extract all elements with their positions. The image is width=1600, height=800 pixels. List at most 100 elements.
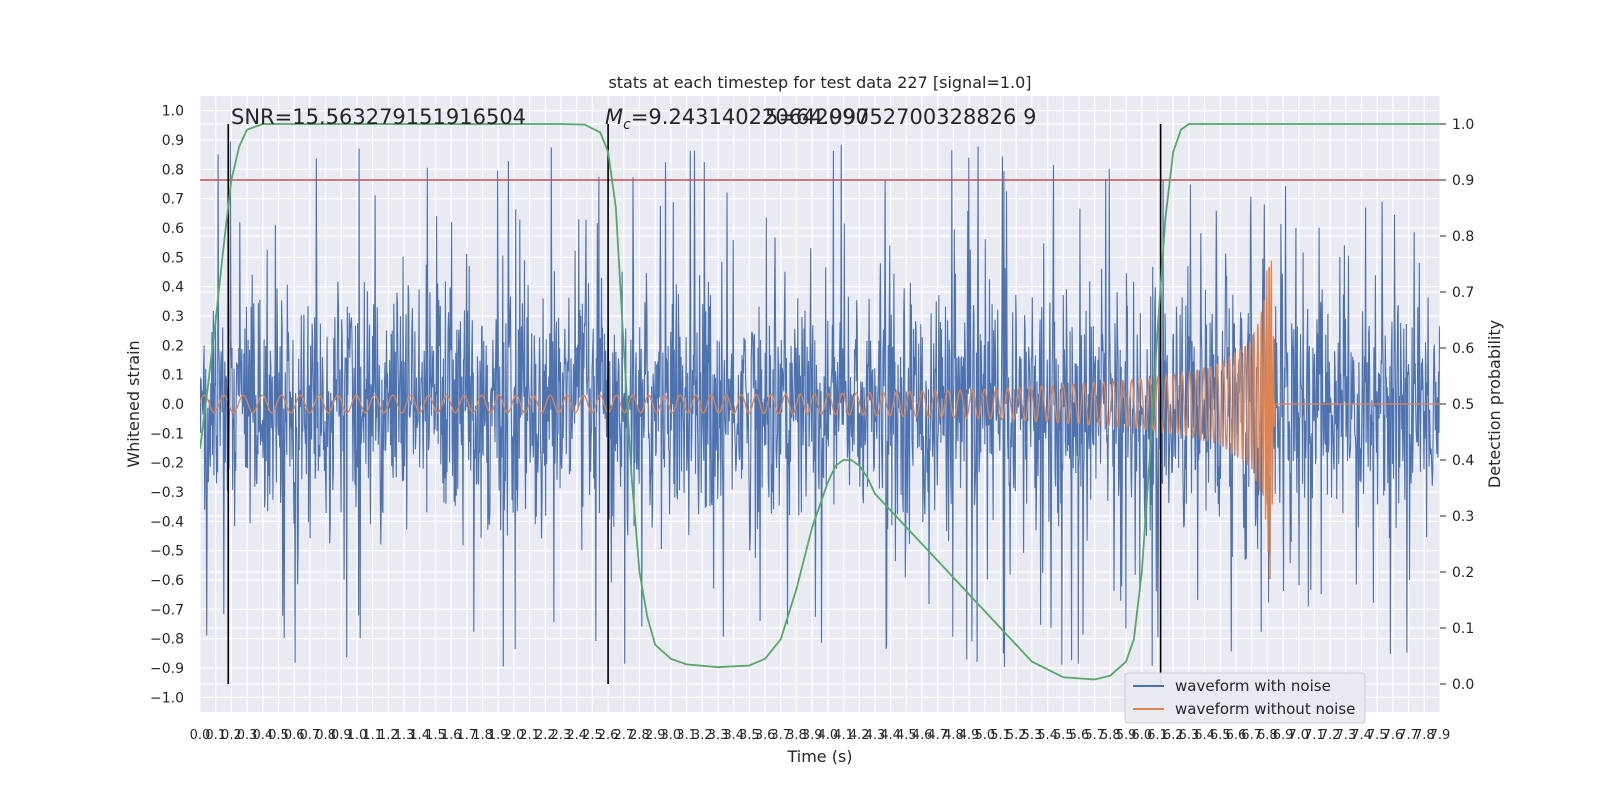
x-tick-label: 5.1 [990, 728, 1011, 743]
x-tick-label: 3.7 [770, 728, 791, 743]
x-tick-label: 4.5 [896, 728, 917, 743]
y-axis-right: 1.0 0.9 0.8 0.7 0.6 0.5 0.4 0.3 0.2 0.1 0.0 [1440, 117, 1474, 693]
y-tick-left-label: 0.2 [162, 338, 184, 354]
y-tick-left-label: −0.5 [150, 544, 184, 560]
y-tick-right-label: 0.2 [1452, 565, 1474, 581]
series-waveform-with-noise [200, 141, 1440, 668]
chirp-mass-annotation: Mc=9.243140220642090 [605, 105, 869, 133]
y-tick-left-label: 0.3 [162, 309, 184, 325]
x-tick-label: 4.6 [912, 728, 933, 743]
x-tick-label: 7.4 [1351, 728, 1372, 743]
x-tick-label: 4.1 [833, 728, 854, 743]
x-tick-label: 5.9 [1116, 728, 1137, 743]
x-tick-label: 0.0 [190, 728, 211, 743]
x-tick-label: 2.6 [598, 728, 619, 743]
x-tick-label: 0.4 [252, 728, 273, 743]
chirp-mass-value: =9.243140220642090 [631, 105, 869, 129]
y-tick-left-label: 1.0 [162, 104, 184, 120]
x-tick-label: 4.7 [927, 728, 948, 743]
x-tick-label: 7.5 [1367, 728, 1388, 743]
x-tick-label: 1.2 [378, 728, 399, 743]
x-tick-label: 5.3 [1022, 728, 1043, 743]
y-tick-left-label: −0.6 [150, 573, 184, 589]
x-tick-label: 6.6 [1226, 728, 1247, 743]
y-tick-right-label: 0.0 [1452, 677, 1474, 693]
x-tick-label: 2.1 [519, 728, 540, 743]
y-tick-right-label: 0.1 [1452, 621, 1474, 637]
x-tick-label: 1.6 [441, 728, 462, 743]
y-tick-right-label: 0.7 [1452, 285, 1474, 301]
y-tick-left-label: 0.9 [162, 133, 184, 149]
x-tick-label: 0.5 [268, 728, 289, 743]
y-tick-left-label: 0.6 [162, 221, 184, 237]
x-tick-label: 4.8 [943, 728, 964, 743]
x-tick-label: 3.1 [676, 728, 697, 743]
legend: waveform with noise waveform without noi… [1124, 672, 1366, 724]
x-tick-label: 6.0 [1131, 728, 1152, 743]
x-tick-label: 7.7 [1398, 728, 1419, 743]
x-tick-label: 3.8 [786, 728, 807, 743]
x-tick-label: 2.0 [504, 728, 525, 743]
x-tick-label: 7.1 [1304, 728, 1325, 743]
y-tick-right-label: 0.8 [1452, 229, 1474, 245]
chirp-mass-subscript: c [623, 117, 631, 133]
x-tick-label: 1.0 [347, 728, 368, 743]
y-tick-left-label: 0.1 [162, 368, 184, 384]
y-tick-left-label: −0.4 [150, 514, 184, 530]
x-tick-label: 0.8 [315, 728, 336, 743]
y-tick-left-label: 0.8 [162, 162, 184, 178]
y-tick-right-label: 0.5 [1452, 397, 1474, 413]
y-tick-right-label: 0.4 [1452, 453, 1474, 469]
y-tick-left-label: −0.9 [150, 661, 184, 677]
x-tick-label: 5.4 [1037, 728, 1058, 743]
x-tick-label: 6.2 [1163, 728, 1184, 743]
x-tick-label: 2.5 [582, 728, 603, 743]
y-tick-left-label: 0.7 [162, 192, 184, 208]
y-tick-left-label: 0.4 [162, 280, 184, 296]
x-tick-label: 1.1 [362, 728, 383, 743]
legend-box [1124, 672, 1366, 724]
x-tick-label: 7.0 [1288, 728, 1309, 743]
x-tick-label: 0.9 [331, 728, 352, 743]
x-tick-label: 6.9 [1273, 728, 1294, 743]
y-axis-right-label: Detection probability [1485, 320, 1504, 488]
y-tick-left-label: −0.3 [150, 485, 184, 501]
x-tick-label: 0.1 [205, 728, 226, 743]
x-tick-label: 6.8 [1257, 728, 1278, 743]
x-tick-label: 3.0 [661, 728, 682, 743]
x-tick-label: 2.9 [645, 728, 666, 743]
x-tick-label: 4.2 [849, 728, 870, 743]
x-tick-label: 6.4 [1194, 728, 1215, 743]
x-axis: 0.00.10.20.30.40.50.60.70.80.91.01.11.21… [190, 728, 1451, 743]
x-tick-label: 4.4 [880, 728, 901, 743]
x-tick-label: 0.3 [237, 728, 258, 743]
x-tick-label: 5.0 [974, 728, 995, 743]
x-tick-label: 3.6 [755, 728, 776, 743]
x-tick-label: 0.7 [300, 728, 321, 743]
legend-label-clean: waveform without noise [1175, 700, 1355, 718]
legend-label-noise: waveform with noise [1175, 677, 1331, 695]
x-tick-label: 1.3 [394, 728, 415, 743]
y-axis-left-label: Whitened strain [124, 340, 143, 467]
y-tick-left-label: −0.2 [150, 456, 184, 472]
y-tick-left-label: −1.0 [150, 690, 184, 706]
x-tick-label: 2.3 [551, 728, 572, 743]
plot-area [200, 123, 1440, 684]
x-tick-label: 3.9 [802, 728, 823, 743]
x-tick-label: 4.0 [818, 728, 839, 743]
chart-title: stats at each timestep for test data 227… [608, 73, 1031, 92]
x-tick-label: 1.8 [472, 728, 493, 743]
snr-annotation: SNR=15.563279151916504 [231, 105, 526, 129]
y-tick-right-label: 1.0 [1452, 117, 1474, 133]
x-tick-label: 7.9 [1430, 728, 1451, 743]
x-tick-label: 1.4 [409, 728, 430, 743]
x-tick-label: 6.1 [1147, 728, 1168, 743]
y-tick-left-label: −0.1 [150, 426, 184, 442]
y-axis-left: 1.0 0.9 0.8 0.7 0.6 0.5 0.4 0.3 0.2 0.1 0.0 −0.1 −0.… [150, 104, 184, 707]
series-detection-probability [200, 123, 1440, 681]
x-tick-label: 3.4 [723, 728, 744, 743]
y-tick-left-label: −0.8 [150, 632, 184, 648]
x-tick-label: 6.5 [1210, 728, 1231, 743]
y-tick-right-label: 0.3 [1452, 509, 1474, 525]
